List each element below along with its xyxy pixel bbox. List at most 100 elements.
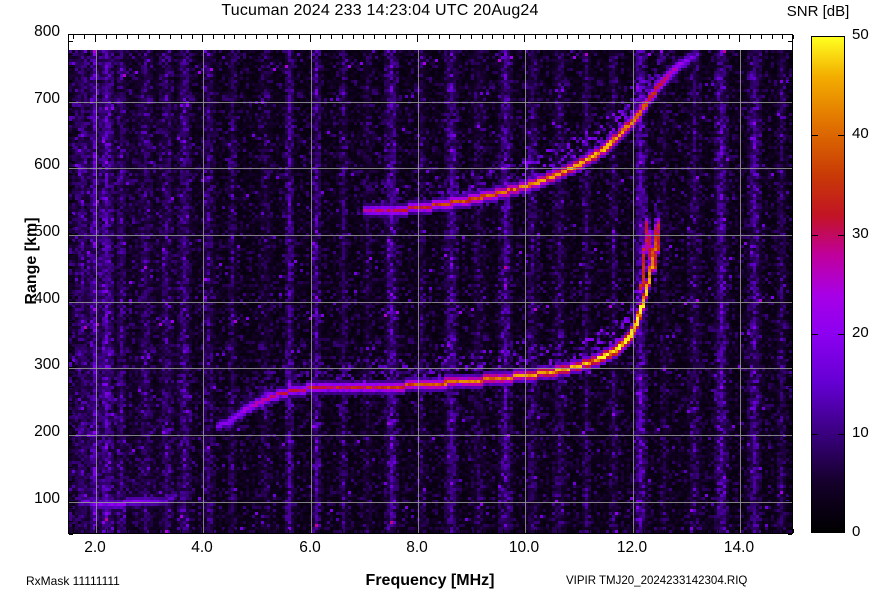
colorbar-tick (838, 434, 844, 435)
y-major-tick-right (785, 434, 792, 435)
y-minor-tick-right (788, 254, 792, 255)
x-major-tick-bottom (739, 526, 740, 533)
x-major-tick-top (632, 35, 633, 42)
y-minor-tick-left (69, 414, 73, 415)
y-minor-tick-left (69, 107, 73, 108)
x-minor-tick-bottom (106, 529, 107, 533)
x-minor-tick-bottom (192, 529, 193, 533)
x-minor-tick-bottom (439, 529, 440, 533)
y-major-tick-left (69, 101, 76, 102)
x-minor-tick-top (439, 35, 440, 39)
y-minor-tick-left (69, 427, 73, 428)
x-minor-tick-bottom (460, 529, 461, 533)
y-minor-tick-left (69, 294, 73, 295)
x-minor-tick-top (707, 35, 708, 39)
x-minor-tick-top (224, 35, 225, 39)
x-minor-tick-bottom (707, 529, 708, 533)
x-minor-tick-top (127, 35, 128, 39)
x-minor-tick-bottom (653, 529, 654, 533)
x-minor-tick-bottom (353, 529, 354, 533)
y-minor-tick-right (788, 521, 792, 522)
x-minor-tick-bottom (729, 529, 730, 533)
x-minor-tick-top (267, 35, 268, 39)
colorbar-tick (812, 334, 818, 335)
x-minor-tick-top (331, 35, 332, 39)
x-tick-label: 14.0 (723, 539, 755, 556)
y-minor-tick-left (69, 214, 73, 215)
y-minor-tick-left (69, 321, 73, 322)
x-minor-tick-bottom (471, 529, 472, 533)
x-minor-tick-top (342, 35, 343, 39)
y-minor-tick-left (69, 334, 73, 335)
x-minor-tick-top (557, 35, 558, 39)
y-tick-label: 600 (34, 156, 60, 173)
x-minor-tick-top (535, 35, 536, 39)
colorbar-tick-label: 30 (852, 225, 869, 242)
y-minor-tick-left (69, 494, 73, 495)
x-minor-tick-top (782, 35, 783, 39)
x-major-tick-bottom (632, 526, 633, 533)
x-minor-tick-bottom (267, 529, 268, 533)
colorbar[interactable] (811, 36, 845, 533)
colorbar-tick (838, 135, 844, 136)
x-minor-tick-top (428, 35, 429, 39)
x-minor-tick-top (245, 35, 246, 39)
x-minor-tick-top (288, 35, 289, 39)
x-minor-tick-bottom (535, 529, 536, 533)
y-minor-tick-left (69, 161, 73, 162)
ionogram-heatmap (69, 35, 792, 533)
x-minor-tick-bottom (245, 529, 246, 533)
y-minor-tick-left (69, 521, 73, 522)
x-minor-tick-bottom (385, 529, 386, 533)
x-tick-label: 6.0 (299, 539, 321, 556)
x-minor-tick-bottom (546, 529, 547, 533)
x-minor-tick-top (106, 35, 107, 39)
x-minor-tick-top (567, 35, 568, 39)
y-minor-tick-left (69, 361, 73, 362)
x-minor-tick-top (84, 35, 85, 39)
ionogram-plot[interactable] (68, 34, 793, 534)
x-tick-label: 8.0 (406, 539, 428, 556)
y-minor-tick-left (69, 481, 73, 482)
y-minor-tick-right (788, 534, 792, 535)
x-minor-tick-top (772, 35, 773, 39)
x-minor-tick-bottom (621, 529, 622, 533)
y-minor-tick-right (788, 347, 792, 348)
x-minor-tick-bottom (299, 529, 300, 533)
colorbar-tick-label: 50 (852, 26, 869, 43)
x-minor-tick-top (492, 35, 493, 39)
x-minor-tick-top (664, 35, 665, 39)
x-minor-tick-bottom (320, 529, 321, 533)
y-minor-tick-left (69, 307, 73, 308)
y-minor-tick-right (788, 467, 792, 468)
colorbar-tick-label: 20 (852, 324, 869, 341)
x-minor-tick-bottom (793, 529, 794, 533)
y-minor-tick-right (788, 41, 792, 42)
x-minor-tick-bottom (138, 529, 139, 533)
x-minor-tick-bottom (578, 529, 579, 533)
y-minor-tick-left (69, 67, 73, 68)
x-minor-tick-bottom (503, 529, 504, 533)
x-minor-tick-top (503, 35, 504, 39)
y-minor-tick-left (69, 227, 73, 228)
x-minor-tick-bottom (331, 529, 332, 533)
x-minor-tick-top (621, 35, 622, 39)
colorbar-tick-label: 0 (852, 523, 861, 540)
y-minor-tick-right (788, 267, 792, 268)
y-minor-tick-right (788, 494, 792, 495)
x-minor-tick-bottom (170, 529, 171, 533)
x-minor-tick-bottom (149, 529, 150, 533)
x-minor-tick-bottom (514, 529, 515, 533)
x-minor-tick-top (750, 35, 751, 39)
y-tick-label: 800 (34, 23, 60, 40)
x-minor-tick-top (234, 35, 235, 39)
y-major-tick-left (69, 167, 76, 168)
x-tick-label: 10.0 (508, 539, 540, 556)
y-minor-tick-right (788, 307, 792, 308)
x-minor-tick-top (761, 35, 762, 39)
y-minor-tick-left (69, 201, 73, 202)
y-major-tick-right (785, 101, 792, 102)
x-minor-tick-top (73, 35, 74, 39)
x-minor-tick-top (159, 35, 160, 39)
y-minor-tick-left (69, 174, 73, 175)
